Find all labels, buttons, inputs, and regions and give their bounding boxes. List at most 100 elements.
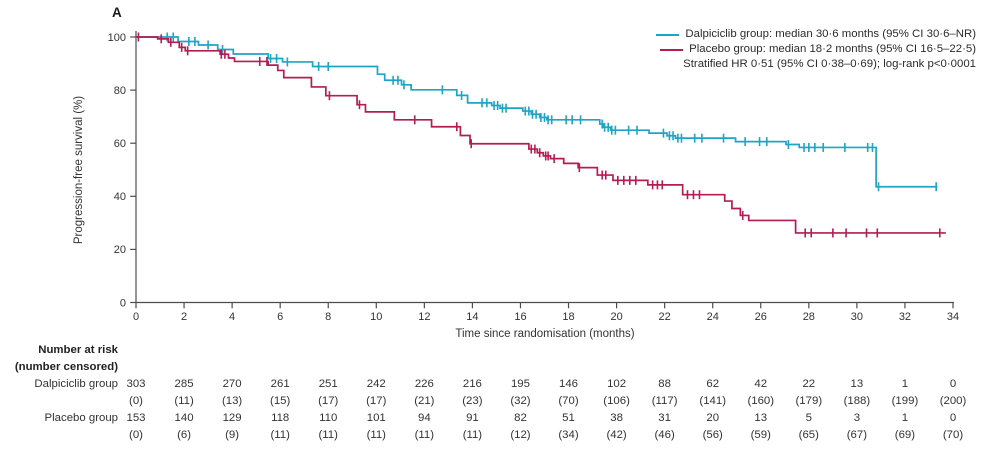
risk-at-risk-value: 31 bbox=[658, 412, 671, 424]
risk-at-risk-value: 251 bbox=[318, 378, 338, 390]
panel-label: A bbox=[112, 5, 122, 20]
legend: Dalpiciclib group: median 30·6 months (9… bbox=[656, 27, 976, 72]
x-tick-label: 22 bbox=[659, 311, 671, 323]
risk-at-risk-value: 20 bbox=[706, 412, 720, 424]
y-tick-label: 60 bbox=[114, 138, 126, 150]
dalpiciclib-line-swatch bbox=[656, 33, 680, 36]
legend-entry-dalpiciclib: Dalpiciclib group: median 30·6 months (9… bbox=[656, 27, 976, 42]
x-tick-label: 6 bbox=[277, 311, 283, 323]
risk-censored-value: (70) bbox=[558, 395, 579, 407]
risk-at-risk-value: 303 bbox=[126, 378, 146, 390]
risk-censored-value: (200) bbox=[939, 395, 967, 407]
risk-at-risk-value: 140 bbox=[174, 412, 194, 424]
risk-at-risk-value: 5 bbox=[805, 412, 812, 424]
series-line-placebo bbox=[136, 36, 946, 234]
risk-at-risk-value: 62 bbox=[706, 378, 720, 390]
risk-censored-value: (67) bbox=[846, 429, 867, 441]
risk-censored-value: (141) bbox=[699, 395, 726, 407]
x-tick-label: 32 bbox=[899, 311, 911, 323]
risk-at-risk-value: 285 bbox=[174, 378, 194, 390]
legend-label-dalpiciclib: Dalpiciclib group: median 30·6 months (9… bbox=[685, 28, 976, 40]
x-tick-label: 14 bbox=[466, 311, 478, 323]
risk-censored-value: (17) bbox=[318, 395, 339, 407]
risk-at-risk-value: 3 bbox=[853, 412, 861, 424]
risk-censored-value: (106) bbox=[603, 395, 630, 407]
risk-at-risk-value: 129 bbox=[222, 412, 242, 424]
risk-censored-value: (9) bbox=[225, 429, 240, 441]
risk-table-header: Number at risk (number censored) bbox=[15, 342, 118, 376]
risk-censored-value: (11) bbox=[318, 429, 338, 441]
risk-row-label: Dalpiciclib group bbox=[34, 378, 118, 390]
x-tick-label: 26 bbox=[755, 311, 767, 323]
risk-censored-value: (11) bbox=[366, 429, 386, 441]
x-tick-label: 12 bbox=[418, 311, 430, 323]
risk-at-risk-value: 88 bbox=[658, 378, 671, 390]
risk-at-risk-value: 13 bbox=[754, 412, 768, 424]
risk-censored-value: (34) bbox=[558, 429, 579, 441]
y-tick-label: 20 bbox=[114, 244, 126, 256]
y-axis-title: Progression-free survival (%) bbox=[73, 95, 85, 245]
x-tick-label: 2 bbox=[181, 311, 187, 323]
risk-at-risk-value: 38 bbox=[610, 412, 623, 424]
legend-entry-placebo: Placebo group: median 18·2 months (95% C… bbox=[660, 42, 976, 57]
risk-at-risk-value: 146 bbox=[559, 378, 579, 390]
risk-censored-value: (199) bbox=[891, 395, 919, 407]
risk-at-risk-value: 102 bbox=[607, 378, 627, 390]
risk-censored-value: (56) bbox=[702, 429, 723, 441]
risk-censored-value: (17) bbox=[366, 395, 387, 407]
risk-censored-value: (11) bbox=[462, 429, 483, 441]
risk-censored-value: (11) bbox=[414, 429, 435, 441]
x-tick-label: 4 bbox=[229, 311, 235, 323]
risk-at-risk-value: 226 bbox=[414, 378, 434, 390]
x-tick-label: 10 bbox=[370, 311, 382, 323]
risk-at-risk-value: 242 bbox=[366, 378, 386, 390]
risk-censored-value: (11) bbox=[270, 429, 290, 441]
risk-censored-value: (179) bbox=[795, 395, 823, 407]
legend-label-placebo: Placebo group: median 18·2 months (95% C… bbox=[689, 43, 976, 55]
y-tick-label: 40 bbox=[114, 191, 126, 203]
x-axis-title: Time since randomisation (months) bbox=[455, 328, 635, 340]
y-tick-label: 80 bbox=[114, 85, 126, 97]
risk-censored-value: (15) bbox=[270, 395, 291, 407]
risk-censored-value: (188) bbox=[843, 395, 871, 407]
risk-at-risk-value: 13 bbox=[850, 378, 864, 390]
risk-at-risk-value: 1 bbox=[901, 378, 909, 390]
risk-at-risk-value: 94 bbox=[418, 412, 431, 424]
risk-at-risk-value: 51 bbox=[562, 412, 575, 424]
risk-at-risk-value: 82 bbox=[514, 412, 527, 424]
risk-at-risk-value: 0 bbox=[949, 412, 957, 424]
risk-at-risk-value: 118 bbox=[271, 412, 290, 424]
risk-censored-value: (59) bbox=[750, 429, 771, 441]
placebo-line-swatch bbox=[660, 48, 684, 51]
risk-at-risk-value: 270 bbox=[222, 378, 242, 390]
x-tick-label: 34 bbox=[947, 311, 959, 323]
risk-censored-value: (160) bbox=[747, 395, 775, 407]
risk-censored-value: (70) bbox=[942, 429, 964, 441]
x-tick-label: 0 bbox=[133, 311, 139, 323]
x-tick-label: 16 bbox=[514, 311, 526, 323]
risk-at-risk-value: 153 bbox=[126, 412, 146, 424]
risk-header-line1: Number at risk bbox=[38, 344, 118, 356]
risk-at-risk-value: 195 bbox=[510, 378, 530, 390]
x-tick-label: 24 bbox=[707, 311, 719, 323]
x-tick-label: 8 bbox=[325, 311, 331, 323]
x-tick-label: 18 bbox=[562, 311, 574, 323]
risk-censored-value: (11) bbox=[174, 395, 194, 407]
series-line-dalpiciclib bbox=[136, 36, 938, 188]
risk-censored-value: (65) bbox=[798, 429, 819, 441]
risk-censored-value: (69) bbox=[894, 429, 916, 441]
risk-row-label: Placebo group bbox=[44, 412, 118, 424]
risk-at-risk-value: 110 bbox=[319, 412, 338, 424]
risk-censored-value: (32) bbox=[510, 395, 531, 407]
x-tick-label: 28 bbox=[803, 311, 815, 323]
risk-at-risk-value: 91 bbox=[466, 412, 479, 424]
risk-censored-value: (0) bbox=[129, 395, 143, 407]
y-tick-label: 0 bbox=[120, 297, 126, 309]
risk-at-risk-value: 216 bbox=[462, 378, 482, 390]
risk-at-risk-value: 1 bbox=[901, 412, 909, 424]
risk-at-risk-value: 261 bbox=[270, 378, 290, 390]
risk-censored-value: (21) bbox=[414, 395, 435, 407]
risk-censored-value: (0) bbox=[129, 429, 143, 441]
risk-censored-value: (23) bbox=[462, 395, 483, 407]
